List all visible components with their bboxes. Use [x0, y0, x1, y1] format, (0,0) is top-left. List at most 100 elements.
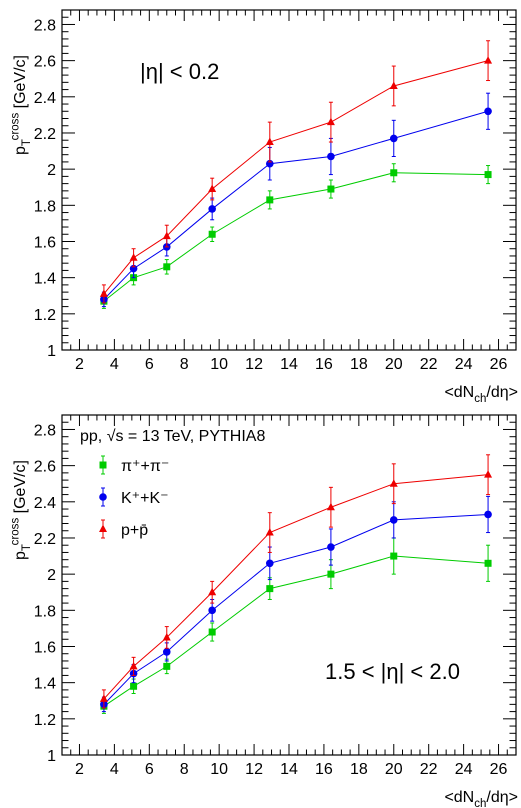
- data-point-kaon: [162, 648, 171, 656]
- y-axis-label: pTcross [GeV/c]: [9, 460, 33, 560]
- data-point-pion: [484, 559, 492, 567]
- series-kaon: [100, 495, 492, 713]
- series-pion: [100, 163, 492, 309]
- legend-marker-proton: [99, 524, 107, 532]
- x-tick-label: 10: [210, 761, 228, 778]
- y-tick-label: 2.8: [34, 422, 56, 439]
- plot-frame: [61, 9, 517, 351]
- x-tick-label: 20: [385, 356, 403, 373]
- eta-range-annotation: 1.5 < |η| < 2.0: [325, 659, 460, 684]
- y-tick-label: 1.6: [34, 639, 56, 656]
- x-tick-label: 22: [420, 761, 438, 778]
- data-point-pion: [130, 682, 138, 690]
- series-line-pion: [103, 172, 489, 302]
- y-tick-label: 1.2: [34, 307, 56, 324]
- series-line-kaon: [103, 110, 489, 300]
- legend: pp, √s = 13 TeV, PYTHIA8 π⁺+π⁻ K⁺+K⁻ p+p̄: [80, 428, 265, 539]
- x-tick-label: 4: [110, 761, 119, 778]
- data-point-pion: [327, 570, 335, 578]
- legend-title: pp, √s = 13 TeV, PYTHIA8: [80, 428, 265, 445]
- x-tick-label: 26: [490, 761, 508, 778]
- legend-label-pion: π⁺+π⁻: [121, 458, 169, 475]
- y-tick-label: 2.4: [34, 495, 56, 512]
- x-tick-label: 2: [75, 761, 84, 778]
- data-point-kaon: [208, 606, 216, 615]
- x-tick-label: 18: [350, 356, 368, 373]
- data-point-kaon: [389, 134, 398, 143]
- data-point-kaon: [208, 205, 216, 213]
- data-point-pion: [208, 230, 216, 238]
- y-tick-label: 1.4: [34, 676, 56, 693]
- legend-label-proton: p+p̄: [121, 522, 148, 539]
- eta-range-annotation: |η| < 0.2: [140, 59, 219, 84]
- y-tick-label: 2: [47, 162, 56, 179]
- data-point-proton: [162, 231, 171, 240]
- x-tick-label: 2: [75, 356, 84, 373]
- data-point-kaon: [484, 510, 492, 519]
- x-tick-label: 16: [315, 761, 333, 778]
- legend-label-kaon: K⁺+K⁻: [121, 490, 169, 507]
- data-point-proton: [326, 117, 335, 126]
- data-point-kaon: [327, 543, 335, 551]
- data-point-pion: [163, 263, 171, 271]
- data-point-proton: [129, 253, 138, 261]
- data-point-pion: [484, 171, 492, 179]
- y-tick-label: 2.8: [34, 17, 56, 34]
- y-tick-label: 2.2: [34, 126, 56, 143]
- data-point-proton: [326, 502, 335, 511]
- x-tick-label: 24: [455, 761, 473, 778]
- x-tick-label: 12: [245, 356, 263, 373]
- x-tick-label: 18: [350, 761, 368, 778]
- y-tick-label: 1.8: [34, 198, 56, 215]
- x-tick-label: 26: [490, 356, 508, 373]
- data-point-proton: [162, 632, 171, 641]
- x-tick-label: 6: [145, 761, 154, 778]
- y-tick-label: 2.6: [34, 459, 56, 476]
- data-point-proton: [389, 81, 398, 89]
- x-tick-label: 4: [110, 356, 119, 373]
- legend-marker-kaon: [99, 493, 107, 501]
- y-tick-label: 2: [47, 567, 56, 584]
- data-point-proton: [208, 587, 217, 596]
- data-point-proton: [265, 528, 274, 536]
- y-tick-label: 1.8: [34, 603, 56, 620]
- y-tick-label: 2.2: [34, 531, 56, 548]
- series-pion: [100, 537, 492, 714]
- series-line-kaon: [103, 513, 489, 705]
- data-point-pion: [327, 185, 335, 193]
- legend-marker-pion: [99, 461, 107, 469]
- data-point-pion: [208, 628, 216, 636]
- x-axis-label: <dNch/dη>: [444, 789, 518, 808]
- data-point-kaon: [484, 107, 492, 116]
- y-tick-label: 2.4: [34, 90, 56, 107]
- y-tick-label: 1.2: [34, 712, 56, 729]
- y-axis-label: pTcross [GeV/c]: [9, 55, 33, 155]
- y-tick-label: 1: [47, 343, 56, 360]
- series-line-proton: [103, 60, 489, 295]
- x-tick-label: 24: [455, 356, 473, 373]
- y-tick-label: 1.4: [34, 271, 56, 288]
- y-tick-label: 1.6: [34, 234, 56, 251]
- x-tick-label: 10: [210, 356, 228, 373]
- x-tick-label: 12: [245, 761, 263, 778]
- y-tick-label: 2.6: [34, 54, 56, 71]
- data-point-proton: [484, 56, 493, 64]
- data-point-proton: [208, 184, 217, 193]
- data-point-proton: [99, 289, 108, 297]
- series-proton: [99, 454, 493, 709]
- data-point-pion: [266, 585, 274, 593]
- x-axis-label: <dNch/dη>: [444, 384, 518, 405]
- x-tick-label: 22: [420, 356, 438, 373]
- y-tick-label: 1: [47, 748, 56, 765]
- data-point-kaon: [389, 516, 398, 524]
- x-tick-label: 14: [280, 356, 298, 373]
- series-kaon: [100, 92, 492, 308]
- x-tick-label: 8: [180, 761, 189, 778]
- plot-panel-1: 2 4 6 8 10 12 14 16 18 20 22 24 2611.21.41.61.822.22…: [9, 9, 518, 405]
- data-point-pion: [266, 196, 274, 204]
- x-tick-label: 6: [145, 356, 154, 373]
- data-point-proton: [99, 694, 108, 702]
- data-point-proton: [129, 661, 138, 670]
- data-point-kaon: [327, 152, 335, 161]
- data-point-proton: [484, 470, 493, 478]
